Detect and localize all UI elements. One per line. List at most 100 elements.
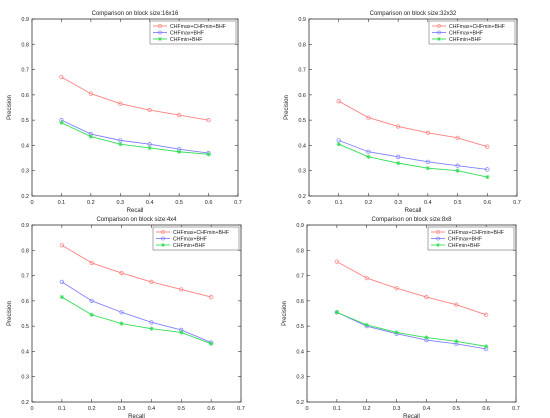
series-1 bbox=[59, 75, 211, 123]
legend-swatch-marker bbox=[158, 24, 162, 28]
data-point bbox=[59, 294, 65, 300]
chart-panel-3: 0 0.1 0.2 0.3 0.4 0.5 0.6 0.7 0.2 0.3 0.4 0.5 0.6 0.7… bbox=[7, 217, 245, 418]
y-tick-label: 0.8 bbox=[21, 42, 29, 48]
y-tick-label: 0.7 bbox=[296, 274, 304, 280]
x-tick-label: 0.1 bbox=[58, 406, 66, 412]
data-point bbox=[89, 260, 94, 266]
plot-area bbox=[31, 224, 242, 403]
y-tick-label: 0.2 bbox=[21, 400, 29, 406]
series-line bbox=[61, 119, 209, 154]
data-point bbox=[455, 163, 460, 168]
legend-swatch-marker bbox=[436, 230, 440, 234]
data-point bbox=[176, 112, 182, 118]
y-tick-label: 0.4 bbox=[296, 349, 304, 355]
x-tick-label: 0 bbox=[30, 200, 33, 206]
y-tick-label: 0.5 bbox=[298, 118, 306, 124]
chart-panel-1: 0 0.1 0.2 0.3 0.4 0.5 0.6 0.7 0.2 0.3 0.4 0.5 0.6 0.7… bbox=[7, 11, 242, 214]
x-tick-label: 0.4 bbox=[148, 406, 156, 412]
legend-entry-label: CHFmax+BHF bbox=[173, 237, 207, 243]
y-tick-label: 0.7 bbox=[21, 274, 29, 280]
chart-title: Comparison on block size:32x32 bbox=[370, 11, 457, 17]
y-axis-label: Precision bbox=[7, 301, 13, 326]
data-point bbox=[425, 159, 431, 165]
y-tick-label: 0.4 bbox=[21, 143, 29, 149]
series-line bbox=[61, 244, 212, 298]
data-point bbox=[179, 287, 184, 292]
y-tick-label: 0.9 bbox=[21, 17, 29, 23]
y-tick-label: 0.3 bbox=[298, 169, 306, 175]
legend-entry-label: CHFmax+BHF bbox=[170, 31, 204, 37]
series-line bbox=[338, 139, 488, 170]
y-tick-label: 0.6 bbox=[21, 299, 29, 305]
x-tick-label: 0.3 bbox=[118, 406, 126, 412]
series-line bbox=[61, 296, 212, 345]
legend-swatch-marker bbox=[437, 24, 441, 28]
x-tick-label: 0.5 bbox=[175, 200, 183, 206]
y-tick-label: 0.6 bbox=[21, 93, 29, 99]
x-tick-label: 0.2 bbox=[365, 200, 373, 206]
legend-entry-label: CHFmin+BHF bbox=[449, 37, 481, 43]
data-point bbox=[119, 270, 124, 276]
legend-swatch-marker bbox=[158, 37, 162, 41]
x-tick-label: 0.2 bbox=[363, 406, 371, 412]
data-point bbox=[395, 160, 401, 166]
x-tick-label: 0 bbox=[30, 406, 33, 412]
y-tick-label: 0.5 bbox=[296, 324, 304, 330]
data-point bbox=[88, 91, 94, 96]
plot-area bbox=[31, 18, 239, 197]
legend-swatch-marker bbox=[161, 230, 165, 234]
x-tick-label: 0.1 bbox=[333, 406, 341, 412]
data-point bbox=[394, 286, 399, 291]
data-point bbox=[454, 339, 459, 344]
y-tick-label: 0.4 bbox=[21, 349, 29, 355]
series-3 bbox=[59, 120, 211, 157]
series-1 bbox=[59, 243, 214, 300]
chart-panel-4: 0 0.1 0.2 0.3 0.4 0.5 0.6 0.7 0.2 0.3 0.4 0.5 0.6 0.7… bbox=[282, 217, 520, 418]
x-tick-label: 0.6 bbox=[483, 200, 491, 206]
x-tick-label: 0.1 bbox=[58, 200, 66, 206]
data-point bbox=[118, 141, 123, 147]
x-tick-label: 0.5 bbox=[177, 406, 185, 412]
legend-entry-label: CHFmax+CHFmin+BHF bbox=[448, 230, 504, 236]
data-point bbox=[147, 145, 152, 151]
legend-swatch-marker bbox=[436, 243, 440, 247]
legend-box bbox=[152, 226, 240, 251]
legend-entry-label: CHFmax+BHF bbox=[449, 31, 483, 37]
series-line bbox=[61, 76, 209, 121]
x-tick-label: 0.2 bbox=[88, 406, 96, 412]
data-point bbox=[149, 326, 154, 331]
data-point bbox=[455, 168, 460, 173]
data-point bbox=[149, 279, 154, 285]
data-point bbox=[59, 120, 64, 125]
y-tick-label: 0.2 bbox=[21, 194, 29, 200]
data-point bbox=[88, 134, 94, 139]
data-point bbox=[206, 117, 211, 123]
x-tick-label: 0.6 bbox=[482, 406, 490, 412]
y-tick-label: 0.8 bbox=[298, 42, 306, 48]
data-point bbox=[455, 135, 460, 140]
series-line bbox=[336, 261, 487, 316]
data-point bbox=[454, 302, 459, 307]
legend-entry-label: CHFmin+BHF bbox=[170, 37, 202, 43]
legend-entry-label: CHFmax+CHFmin+BHF bbox=[170, 24, 226, 30]
y-axis-label: Precision bbox=[282, 301, 288, 326]
y-tick-label: 0.9 bbox=[21, 223, 29, 229]
chart-title: Comparison on block size:8x8 bbox=[371, 217, 452, 223]
y-axis-label: Precision bbox=[7, 95, 13, 120]
x-axis-label: Recall bbox=[403, 414, 420, 418]
y-tick-label: 0.5 bbox=[21, 324, 29, 330]
data-point bbox=[179, 330, 184, 335]
data-point bbox=[118, 101, 123, 106]
data-point bbox=[89, 298, 94, 304]
x-axis-label: Recall bbox=[128, 414, 145, 418]
legend-box bbox=[149, 20, 237, 45]
data-point bbox=[59, 243, 65, 248]
legend-box bbox=[427, 226, 515, 251]
data-point bbox=[483, 312, 489, 317]
chart-title: Comparison on block size:16x16 bbox=[92, 11, 179, 17]
x-tick-label: 0.7 bbox=[234, 200, 242, 206]
x-tick-label: 0.4 bbox=[146, 200, 154, 206]
x-tick-label: 0.2 bbox=[87, 200, 95, 206]
